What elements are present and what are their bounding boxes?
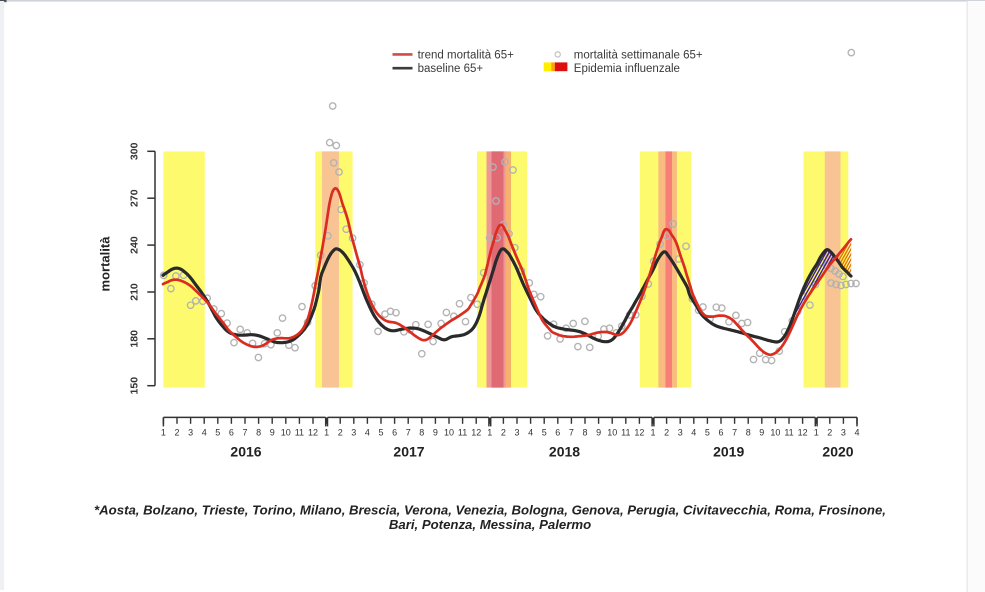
svg-text:7: 7 bbox=[732, 428, 737, 438]
svg-text:12: 12 bbox=[308, 428, 318, 438]
svg-text:3: 3 bbox=[514, 428, 519, 438]
svg-text:9: 9 bbox=[433, 428, 438, 438]
svg-text:5: 5 bbox=[215, 428, 220, 438]
svg-text:4: 4 bbox=[854, 428, 859, 438]
svg-text:4: 4 bbox=[528, 428, 533, 438]
svg-text:10: 10 bbox=[607, 428, 617, 438]
svg-text:1: 1 bbox=[161, 428, 166, 438]
svg-text:7: 7 bbox=[242, 428, 247, 438]
svg-text:10: 10 bbox=[281, 428, 291, 438]
svg-text:12: 12 bbox=[798, 428, 808, 438]
svg-text:300: 300 bbox=[129, 142, 141, 160]
svg-text:4: 4 bbox=[202, 428, 207, 438]
svg-text:2020: 2020 bbox=[822, 443, 853, 459]
svg-text:8: 8 bbox=[419, 428, 424, 438]
svg-text:270: 270 bbox=[129, 189, 141, 207]
svg-text:6: 6 bbox=[718, 428, 723, 438]
svg-text:3: 3 bbox=[841, 428, 846, 438]
svg-text:6: 6 bbox=[392, 428, 397, 438]
svg-text:2018: 2018 bbox=[549, 443, 580, 459]
svg-text:Epidemia influenzale: Epidemia influenzale bbox=[574, 63, 680, 75]
svg-text:11: 11 bbox=[295, 428, 304, 438]
svg-text:12: 12 bbox=[471, 428, 481, 438]
svg-text:3: 3 bbox=[678, 428, 683, 438]
svg-text:10: 10 bbox=[770, 428, 780, 438]
svg-text:5: 5 bbox=[378, 428, 383, 438]
svg-text:11: 11 bbox=[784, 428, 793, 438]
svg-text:mortalità settimanale 65+: mortalità settimanale 65+ bbox=[574, 49, 703, 61]
svg-text:7: 7 bbox=[406, 428, 411, 438]
svg-text:1: 1 bbox=[650, 428, 655, 438]
svg-text:4: 4 bbox=[365, 428, 370, 438]
svg-text:1: 1 bbox=[324, 428, 329, 438]
svg-text:210: 210 bbox=[129, 283, 141, 301]
svg-text:3: 3 bbox=[188, 428, 193, 438]
svg-text:5: 5 bbox=[705, 428, 710, 438]
svg-text:10: 10 bbox=[444, 428, 454, 438]
svg-text:4: 4 bbox=[691, 428, 696, 438]
svg-text:1: 1 bbox=[487, 428, 492, 438]
svg-text:9: 9 bbox=[759, 428, 764, 438]
svg-text:150: 150 bbox=[129, 377, 141, 395]
svg-text:11: 11 bbox=[621, 428, 630, 438]
svg-text:6: 6 bbox=[555, 428, 560, 438]
svg-text:2: 2 bbox=[174, 428, 179, 438]
svg-text:9: 9 bbox=[270, 428, 275, 438]
svg-text:trend mortalità 65+: trend mortalità 65+ bbox=[418, 49, 514, 61]
svg-text:Bari, Potenza, Messina, Palerm: Bari, Potenza, Messina, Palermo bbox=[389, 517, 591, 532]
svg-text:8: 8 bbox=[582, 428, 587, 438]
svg-text:8: 8 bbox=[256, 428, 261, 438]
svg-text:1: 1 bbox=[814, 428, 819, 438]
svg-text:9: 9 bbox=[596, 428, 601, 438]
svg-text:2017: 2017 bbox=[393, 443, 424, 459]
svg-text:6: 6 bbox=[229, 428, 234, 438]
svg-text:3: 3 bbox=[351, 428, 356, 438]
svg-text:5: 5 bbox=[542, 428, 547, 438]
svg-text:2: 2 bbox=[338, 428, 343, 438]
svg-text:2: 2 bbox=[664, 428, 669, 438]
svg-text:12: 12 bbox=[634, 428, 644, 438]
svg-text:baseline 65+: baseline 65+ bbox=[418, 63, 484, 75]
svg-text:11: 11 bbox=[458, 428, 467, 438]
svg-text:7: 7 bbox=[569, 428, 574, 438]
svg-text:*Aosta, Bolzano, Trieste, Tori: *Aosta, Bolzano, Trieste, Torino, Milano… bbox=[94, 503, 886, 518]
svg-text:180: 180 bbox=[129, 330, 141, 348]
svg-text:2019: 2019 bbox=[713, 443, 744, 459]
svg-text:2016: 2016 bbox=[230, 443, 261, 459]
svg-text:8: 8 bbox=[746, 428, 751, 438]
svg-text:mortalità: mortalità bbox=[98, 236, 113, 292]
svg-text:2: 2 bbox=[501, 428, 506, 438]
svg-text:2: 2 bbox=[827, 428, 832, 438]
svg-text:240: 240 bbox=[129, 236, 141, 254]
